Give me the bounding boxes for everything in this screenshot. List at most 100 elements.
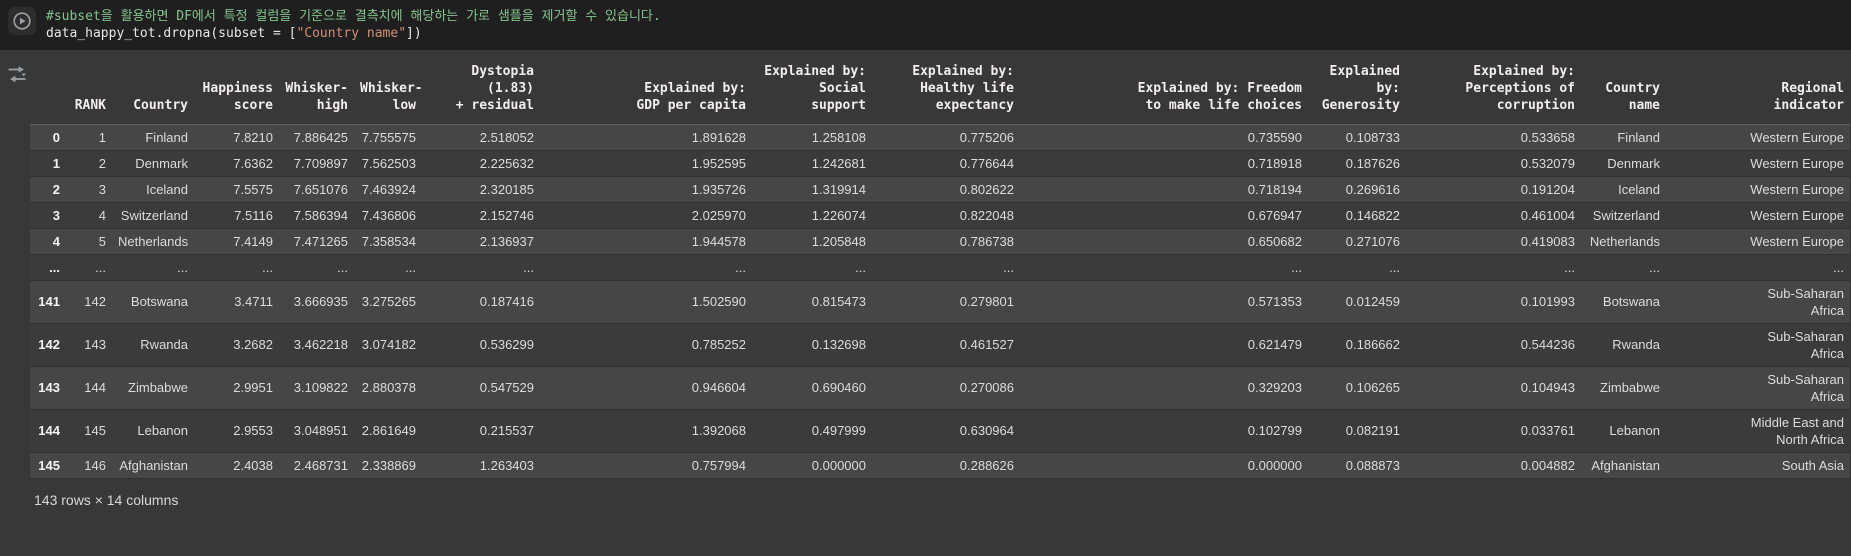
table-cell: 7.471265 (293, 233, 348, 249)
table-row: 141 142 Botswana 3.4711 3.666935 3.275265 0.18… (30, 280, 1850, 324)
table-cell: 0.533658 (1520, 129, 1575, 145)
table-cell: 3 (98, 181, 106, 197)
table-cell: Western Europe (1750, 155, 1844, 171)
table-cell: 0.461527 (959, 337, 1014, 353)
code-cell[interactable]: #subset을 활용하면 DF에서 특정 컬럼을 기준으로 결측치에 해당하는… (0, 0, 1851, 50)
table-cell: 0.288626 (959, 457, 1014, 473)
interactive-table-icon[interactable] (5, 62, 29, 86)
column-header: Explained by: Social support (752, 58, 872, 125)
table-cell: 0.082191 (1345, 423, 1400, 439)
table-cell: 7.586394 (293, 207, 348, 223)
row-index: 141 (38, 294, 60, 310)
table-row: 143 144 Zimbabwe 2.9951 3.109822 2.880378 0.54… (30, 366, 1850, 410)
table-cell: Finland (1617, 129, 1660, 145)
column-header: Happiness score (194, 58, 279, 125)
table-cell: 5 (98, 233, 106, 249)
table-cell: 0.419083 (1520, 233, 1575, 249)
table-cell: ... (337, 259, 348, 275)
table-cell: 2.225632 (479, 155, 534, 171)
table-cell: 2.468731 (293, 457, 348, 473)
table-cell: ... (177, 259, 188, 275)
table-cell: 2.518052 (479, 129, 534, 145)
table-cell: 1.944578 (691, 233, 746, 249)
table-cell: ... (855, 259, 866, 275)
row-index: 2 (52, 181, 60, 197)
table-cell: Lebanon (1609, 423, 1660, 439)
table-cell: ... (1833, 259, 1844, 275)
row-index: 3 (52, 207, 60, 223)
table-cell: Switzerland (1592, 207, 1660, 223)
table-cell: 0.718918 (1247, 155, 1302, 171)
table-cell: Western Europe (1750, 181, 1844, 197)
table-cell: 0.102799 (1247, 423, 1302, 439)
table-cell: Western Europe (1750, 233, 1844, 249)
table-cell: 0.271076 (1345, 233, 1400, 249)
table-cell: 0.270086 (959, 380, 1014, 396)
table-cell: Rwanda (140, 337, 188, 353)
table-cell: 0.000000 (811, 457, 866, 473)
table-cell: 7.886425 (293, 129, 348, 145)
output-area: RANK Country Happiness score Whisker- high W… (0, 50, 1851, 556)
table-row: 2 3 Iceland 7.5575 7.651076 7.463924 2.320185 1… (30, 176, 1850, 203)
table-cell: 1.935726 (691, 181, 746, 197)
table-cell: 0.187416 (479, 294, 534, 310)
table-cell: 1.242681 (811, 155, 866, 171)
table-cell: 2.880378 (361, 380, 416, 396)
table-cell: 0.718194 (1247, 181, 1302, 197)
run-cell-button[interactable] (8, 7, 36, 35)
table-cell: 0.461004 (1520, 207, 1575, 223)
table-cell: 0.012459 (1345, 294, 1400, 310)
table-cell: 7.562503 (361, 155, 416, 171)
table-cell: 1.226074 (811, 207, 866, 223)
table-cell: 0.785252 (691, 337, 746, 353)
table-cell: 0.000000 (1247, 457, 1302, 473)
code-text-end: ]) (406, 26, 422, 41)
table-cell: Western Europe (1750, 207, 1844, 223)
dataframe-table: RANK Country Happiness score Whisker- high W… (30, 58, 1850, 479)
index-column-header (30, 58, 66, 125)
table-cell: 0.690460 (811, 380, 866, 396)
table-cell: Rwanda (1612, 337, 1660, 353)
table-cell: 7.651076 (293, 181, 348, 197)
column-header: Explained by: GDP per capita (540, 58, 752, 125)
row-index: 1 (52, 155, 60, 171)
table-cell: 1.258108 (811, 129, 866, 145)
table-cell: 0.132698 (811, 337, 866, 353)
table-cell: 1.891628 (691, 129, 746, 145)
table-cell: ... (1389, 259, 1400, 275)
table-cell: 0.735590 (1247, 129, 1302, 145)
table-cell: 7.755575 (361, 129, 416, 145)
table-cell: ... (262, 259, 273, 275)
table-cell: 0.946604 (691, 380, 746, 396)
table-cell: 2.136937 (479, 233, 534, 249)
code-text: data_happy_tot.dropna(subset = [ (46, 26, 297, 41)
table-cell: 0.187626 (1345, 155, 1400, 171)
table-cell: 0.621479 (1247, 337, 1302, 353)
code-editor[interactable]: #subset을 활용하면 DF에서 특정 컬럼을 기준으로 결측치에 해당하는… (46, 8, 1851, 42)
table-cell: 0.146822 (1345, 207, 1400, 223)
column-header: Explained by: Generosity (1308, 58, 1406, 125)
table-cell: Sub-Saharan Africa (1767, 285, 1844, 318)
table-cell: 0.497999 (811, 423, 866, 439)
table-row: 144 145 Lebanon 2.9553 3.048951 2.861649 0.215… (30, 409, 1850, 453)
table-cell: 0.033761 (1520, 423, 1575, 439)
table-cell: 3.048951 (293, 423, 348, 439)
table-cell: Middle East and North Africa (1750, 414, 1844, 447)
table-cell: 2.152746 (479, 207, 534, 223)
table-cell: 2.861649 (361, 423, 416, 439)
table-cell: 0.676947 (1247, 207, 1302, 223)
table-cell: 0.088873 (1345, 457, 1400, 473)
column-header: Dystopia (1.83) + residual (422, 58, 540, 125)
column-header: RANK (66, 58, 112, 125)
table-cell: Zimbabwe (1600, 380, 1660, 396)
table-cell: 143 (84, 337, 106, 353)
dataframe-shape-label: 143 rows × 14 columns (34, 491, 179, 508)
table-cell: 2.9553 (233, 423, 273, 439)
table-cell: 3.074182 (361, 337, 416, 353)
play-icon (11, 10, 33, 32)
table-cell: 1.319914 (811, 181, 866, 197)
column-header: Explained by: Freedom to make life choic… (1020, 58, 1308, 125)
table-cell: 0.186662 (1345, 337, 1400, 353)
column-header: Explained by: Perceptions of corruption (1406, 58, 1581, 125)
table-row: 3 4 Switzerland 7.5116 7.586394 7.436806 2.152… (30, 202, 1850, 229)
